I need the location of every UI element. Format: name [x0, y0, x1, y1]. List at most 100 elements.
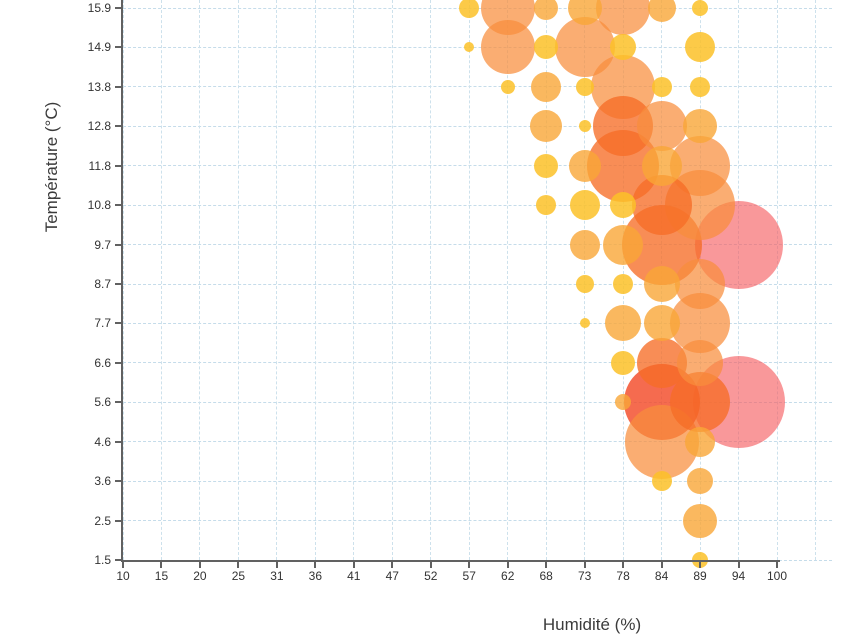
x-tick-mark	[737, 562, 740, 568]
data-bubble[interactable]	[683, 503, 718, 538]
y-tick-label: 2.5	[94, 513, 111, 528]
y-tick-label: 14.9	[87, 40, 111, 55]
x-tick-label: 15	[154, 569, 169, 583]
data-bubble[interactable]	[651, 76, 672, 97]
gridline-horizontal	[123, 204, 832, 206]
y-tick-mark	[115, 243, 121, 246]
data-bubble[interactable]	[569, 190, 600, 221]
data-bubble[interactable]	[578, 120, 591, 133]
data-bubble[interactable]	[530, 110, 563, 143]
x-tick-mark	[391, 562, 394, 568]
y-tick-label: 6.6	[94, 355, 111, 370]
x-tick-label: 84	[654, 569, 669, 583]
gridline-vertical	[545, 0, 547, 560]
y-tick-label: 12.8	[87, 119, 111, 134]
data-bubble[interactable]	[500, 79, 515, 94]
gridline-vertical	[122, 0, 124, 560]
data-bubble[interactable]	[675, 259, 726, 309]
x-tick-mark	[275, 562, 278, 568]
x-tick-mark	[314, 562, 317, 568]
data-bubble[interactable]	[613, 274, 634, 294]
gridline-vertical	[353, 0, 355, 560]
x-tick-label: 52	[424, 569, 438, 583]
y-tick-label: 13.8	[87, 79, 111, 94]
data-bubble[interactable]	[534, 0, 559, 20]
y-tick-label: 15.9	[87, 1, 111, 15]
gridline-vertical	[430, 0, 432, 560]
data-bubble[interactable]	[567, 0, 602, 25]
y-tick-mark	[115, 361, 121, 364]
x-tick-mark	[429, 562, 432, 568]
gridline-vertical	[814, 0, 816, 560]
x-tick-mark	[583, 562, 586, 568]
gridline-horizontal	[123, 244, 832, 246]
x-tick-label: 41	[347, 569, 361, 583]
y-axis-title: Température (°C)	[42, 101, 61, 233]
y-tick-mark	[115, 559, 121, 561]
data-bubble[interactable]	[534, 35, 559, 60]
x-axis-title: Humidité (%)	[542, 615, 642, 634]
gridline-horizontal	[123, 165, 832, 167]
data-bubble[interactable]	[643, 305, 680, 342]
data-bubble[interactable]	[615, 394, 632, 411]
data-bubble[interactable]	[685, 32, 716, 63]
data-bubble[interactable]	[677, 339, 724, 386]
y-tick-label: 11.8	[88, 158, 111, 173]
data-bubble[interactable]	[690, 76, 711, 97]
x-tick-mark	[468, 562, 471, 568]
gridline-horizontal	[123, 362, 832, 364]
data-bubble[interactable]	[534, 153, 559, 178]
data-bubble[interactable]	[610, 34, 637, 61]
data-bubble[interactable]	[687, 468, 714, 495]
x-tick-label: 100	[766, 569, 788, 583]
gridline-vertical	[199, 0, 201, 560]
data-bubble[interactable]	[536, 195, 557, 216]
y-tick-mark	[115, 519, 121, 522]
x-tick-mark	[237, 562, 240, 568]
x-tick-label: 68	[539, 569, 553, 583]
data-bubble[interactable]	[459, 0, 480, 18]
x-tick-label: 73	[577, 569, 592, 583]
data-bubble[interactable]	[575, 77, 594, 96]
x-tick-mark	[699, 562, 702, 568]
x-tick-mark	[776, 562, 778, 568]
gridline-vertical	[237, 0, 239, 560]
gridline-horizontal	[123, 441, 832, 443]
gridline-horizontal	[123, 520, 832, 522]
data-bubble[interactable]	[579, 318, 590, 329]
y-tick-mark	[115, 204, 121, 207]
data-bubble[interactable]	[643, 266, 680, 302]
data-bubble[interactable]	[480, 20, 535, 75]
data-bubble[interactable]	[647, 0, 676, 22]
x-tick-label: 31	[270, 569, 284, 583]
data-bubble[interactable]	[692, 0, 709, 16]
data-bubble[interactable]	[683, 109, 718, 144]
gridline-horizontal	[123, 322, 832, 324]
y-tick-mark	[115, 46, 121, 49]
data-bubble[interactable]	[568, 149, 601, 182]
data-bubble[interactable]	[636, 101, 687, 152]
data-bubble[interactable]	[651, 471, 672, 492]
data-bubble[interactable]	[610, 192, 637, 219]
data-bubble[interactable]	[531, 71, 562, 102]
gridline-vertical	[776, 0, 778, 560]
y-tick-label: 3.6	[94, 474, 111, 489]
y-tick-label: 7.7	[94, 316, 111, 331]
data-bubble[interactable]	[641, 145, 682, 186]
data-bubble[interactable]	[605, 305, 642, 342]
x-tick-mark	[352, 562, 355, 568]
x-tick-mark	[622, 562, 625, 568]
data-bubble[interactable]	[611, 350, 636, 375]
x-tick-label: 20	[193, 569, 207, 583]
data-bubble[interactable]	[575, 275, 594, 293]
x-tick-label: 89	[693, 569, 707, 583]
data-bubble[interactable]	[603, 224, 644, 265]
data-bubble[interactable]	[569, 229, 600, 260]
y-tick-label: 10.8	[87, 198, 111, 213]
x-tick-label: 62	[501, 569, 515, 583]
y-tick-mark	[115, 85, 121, 88]
x-tick-mark	[160, 562, 163, 568]
data-bubble[interactable]	[685, 426, 716, 457]
gridline-horizontal	[123, 480, 832, 482]
data-bubble[interactable]	[464, 42, 475, 53]
